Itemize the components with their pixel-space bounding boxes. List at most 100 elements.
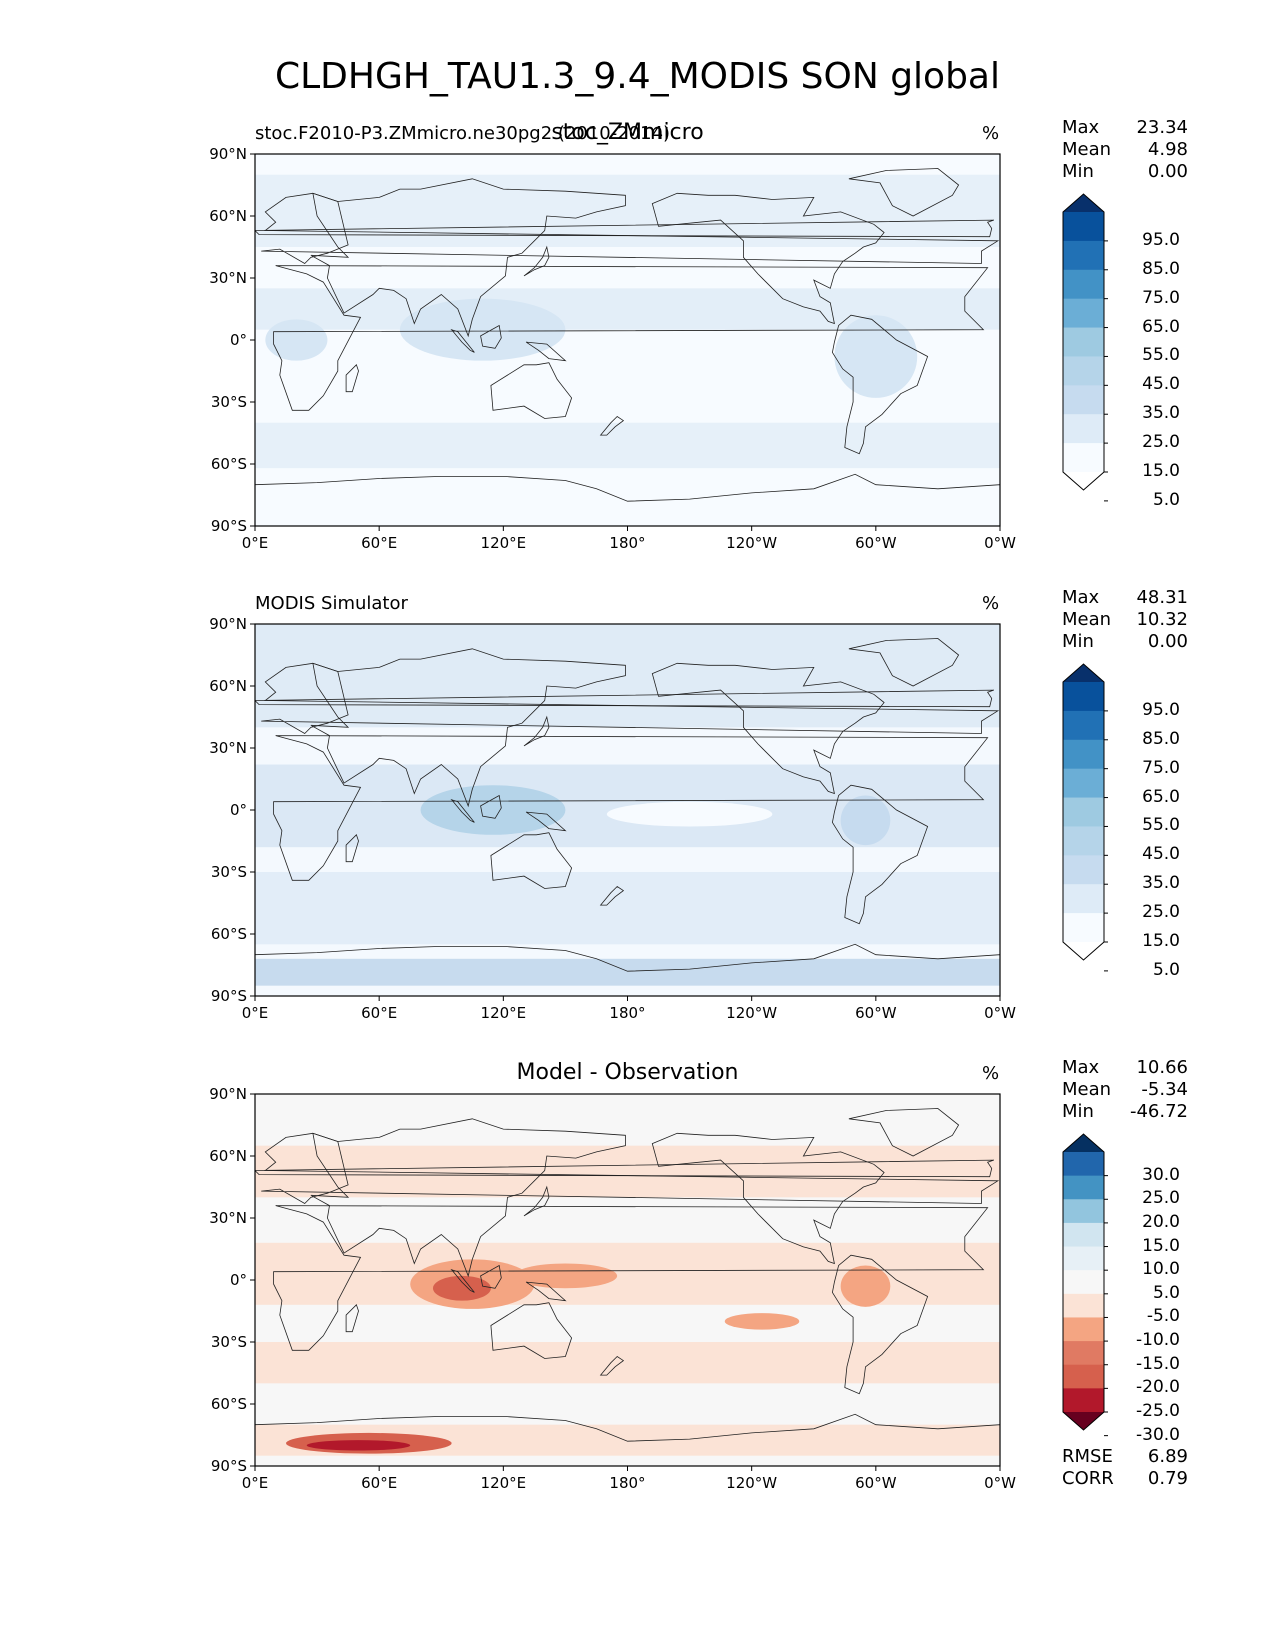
- coastline-south-america: [831, 1254, 929, 1395]
- x-tick-label: 60°W: [855, 534, 897, 552]
- midlat-bias-band-south: [255, 1342, 1000, 1384]
- colorbar-tick-label: 35.0: [1142, 403, 1180, 424]
- stat-value-min: 0.00: [1147, 161, 1188, 182]
- y-tick-label: 30°S: [210, 863, 247, 881]
- maritime-continent-cloud: [420, 785, 566, 835]
- colorbar-segment: [1063, 212, 1104, 242]
- coastline-borneo: [480, 794, 502, 819]
- stat-value-max: 10.66: [1136, 1057, 1188, 1078]
- x-tick-label: 120°W: [726, 1474, 778, 1492]
- west-pacific-bias: [513, 1263, 618, 1289]
- coastline-antarctica: [255, 473, 1000, 526]
- x-tick-label: 180°: [609, 1474, 646, 1492]
- colorbar-segment: [1063, 327, 1104, 357]
- coastline-antarctica: [255, 1413, 1000, 1466]
- coastline-africa: [273, 1205, 989, 1351]
- colorbar-tick-label: 95.0: [1142, 699, 1180, 720]
- coastline-asia: [310, 1118, 626, 1278]
- colorbar-segment: [1063, 855, 1104, 885]
- midlat-cloud-band-north: [255, 624, 1000, 728]
- x-tick-label: 0°W: [984, 1474, 1016, 1492]
- x-tick-label: 120°E: [480, 1474, 527, 1492]
- coastline-greenland: [848, 1108, 960, 1157]
- coastline-north-america: [651, 192, 885, 325]
- coastline-madagascar: [345, 364, 359, 393]
- coastline-antarctica: [255, 943, 1000, 996]
- panel-title-center: Model - Observation: [516, 1060, 739, 1085]
- colorbar-tick-label: 15.0: [1142, 461, 1180, 481]
- colorbar-tick-label: 20.0: [1142, 1211, 1180, 1232]
- colorbar-tick-label: 75.0: [1142, 287, 1180, 308]
- colorbar-tick-label: 65.0: [1142, 786, 1180, 807]
- colorbar-tick-label: 5.0: [1152, 489, 1180, 510]
- stat-label-max: Max: [1062, 1057, 1100, 1078]
- x-tick-label: 0°E: [241, 1474, 269, 1492]
- colorbar-tick-label: 25.0: [1142, 1188, 1180, 1209]
- coastline-uk: [255, 1159, 994, 1178]
- colorbar-tick-label: -15.0: [1136, 1353, 1180, 1374]
- map-field: [255, 168, 1000, 526]
- panel-title-center: stoc_ZMmicro: [551, 120, 704, 145]
- coastline-madagascar: [345, 834, 359, 863]
- equatorial-clear-band: [606, 801, 773, 827]
- colorbar-segment: [1063, 385, 1104, 415]
- x-tick-label: 0°E: [241, 1004, 269, 1022]
- panel-title-left: stoc.F2010-P3.ZMmicro.ne30pg2 (2010-2014…: [255, 123, 671, 144]
- coastline-new-zealand: [599, 415, 625, 436]
- colorbar-tick-label: 5.0: [1152, 959, 1180, 980]
- colorbar-segment: [1063, 356, 1104, 386]
- amazon-cloud: [834, 315, 918, 398]
- colorbar-tick-label: 55.0: [1142, 345, 1180, 366]
- amazon-cloud: [840, 795, 891, 846]
- colorbar-tick-label: 65.0: [1142, 316, 1180, 337]
- y-tick-label: 60°N: [209, 207, 247, 225]
- stat-label-corr: CORR: [1062, 1468, 1114, 1489]
- coastline-new-zealand: [599, 1355, 625, 1376]
- southeast-pacific-bias: [724, 1313, 800, 1330]
- figure-title: CLDHGH_TAU1.3_9.4_MODIS SON global: [274, 56, 1000, 97]
- midlat-cloud-band-south: [255, 872, 1000, 945]
- coastline-africa: [273, 265, 989, 411]
- stat-label-mean: Mean: [1062, 1079, 1112, 1100]
- colorbar-tick-label: 25.0: [1142, 902, 1180, 923]
- colorbar-segment: [1063, 739, 1104, 770]
- midlat-cloud-band-south: [255, 422, 1000, 469]
- y-tick-label: 60°N: [209, 1147, 247, 1165]
- stat-value-max: 23.34: [1136, 117, 1188, 138]
- coastline-north-america: [651, 662, 885, 795]
- stat-value-max: 48.31: [1136, 587, 1188, 608]
- colorbar-extend-top: [1063, 1134, 1104, 1152]
- colorbar-segment: [1063, 1175, 1104, 1200]
- y-tick-label: 0°: [229, 801, 247, 819]
- colorbar-segment: [1063, 1152, 1104, 1177]
- colorbar-segment: [1063, 768, 1104, 799]
- colorbar-tick-label: 15.0: [1142, 931, 1180, 951]
- colorbar-segment: [1063, 1317, 1104, 1342]
- colorbar-segment: [1063, 414, 1104, 444]
- colorbar-segment: [1063, 1293, 1104, 1318]
- y-tick-label: 60°S: [210, 455, 247, 473]
- coastline-asia: [310, 178, 626, 338]
- coastline-new-guinea: [525, 811, 567, 832]
- colorbar-tick-label: 95.0: [1142, 229, 1180, 250]
- x-tick-label: 60°E: [361, 1474, 398, 1492]
- coastline-uk: [255, 689, 994, 708]
- stat-value-min: 0.00: [1147, 631, 1188, 652]
- colorbar-segment: [1063, 298, 1104, 329]
- y-tick-label: 30°N: [209, 269, 247, 287]
- x-tick-label: 0°E: [241, 534, 269, 552]
- colorbar-tick-label: 15.0: [1142, 1235, 1180, 1256]
- stat-label-max: Max: [1062, 117, 1100, 138]
- colorbar-tick-label: 35.0: [1142, 873, 1180, 894]
- y-tick-label: 90°N: [209, 615, 247, 633]
- colorbar-segment: [1063, 1199, 1104, 1224]
- coastline-australia: [490, 362, 573, 419]
- colorbar-segment: [1063, 913, 1104, 943]
- colorbar-tick-label: -5.0: [1146, 1306, 1180, 1327]
- x-tick-label: 60°E: [361, 1004, 398, 1022]
- panel-title-left: MODIS Simulator: [255, 593, 408, 614]
- stat-label-mean: Mean: [1062, 139, 1112, 160]
- colorbar-tick-label: 55.0: [1142, 815, 1180, 836]
- y-tick-label: 60°S: [210, 1395, 247, 1413]
